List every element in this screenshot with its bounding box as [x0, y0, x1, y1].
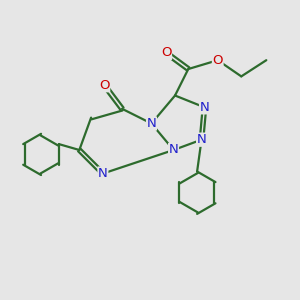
Text: N: N	[169, 143, 178, 157]
Text: O: O	[212, 54, 223, 67]
Text: N: N	[200, 101, 209, 114]
Text: N: N	[147, 117, 156, 130]
Text: N: N	[197, 133, 206, 146]
Text: N: N	[98, 167, 108, 180]
Text: O: O	[99, 79, 110, 92]
Text: O: O	[161, 46, 171, 59]
